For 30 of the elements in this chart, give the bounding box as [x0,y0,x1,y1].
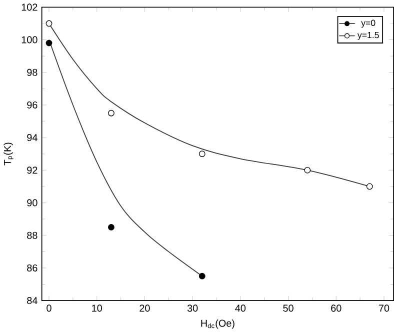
point [198,150,206,157]
x-tick-label: 20 [140,304,150,312]
legend-label: y=0 [361,20,376,28]
x-tick-label: 70 [378,304,390,312]
x-axis-title: H$_{dc}$(Oe) [201,319,234,329]
x-tick-label: 50 [283,304,294,312]
point [108,110,114,116]
y-tick-label: 96 [27,101,38,108]
y-tick-label: 86 [27,264,38,272]
y-axis-title: T$_{p}$(K) [4,142,14,166]
x-tick-label: 60 [331,304,342,312]
point [366,183,373,190]
y-tick-label: 100 [22,36,38,44]
x-tick-label: 40 [235,304,246,312]
y-tick-label: 92 [27,166,38,174]
y-tick-label: 88 [27,232,38,239]
point [198,272,206,280]
y-tick-label: 94 [27,134,38,141]
y-tick-label: 98 [27,68,38,76]
y-tick-label: 102 [22,3,38,11]
x-tick-label: 30 [187,304,198,312]
point [46,40,52,46]
point [304,166,311,174]
y-tick-label: 84 [27,296,38,304]
point [46,20,52,26]
x-tick-label: 10 [92,304,102,312]
legend-label: y=1.5 [357,32,379,40]
y-tick-label: 90 [27,199,38,206]
x-tick-label: 0 [46,304,52,312]
point [108,224,114,230]
